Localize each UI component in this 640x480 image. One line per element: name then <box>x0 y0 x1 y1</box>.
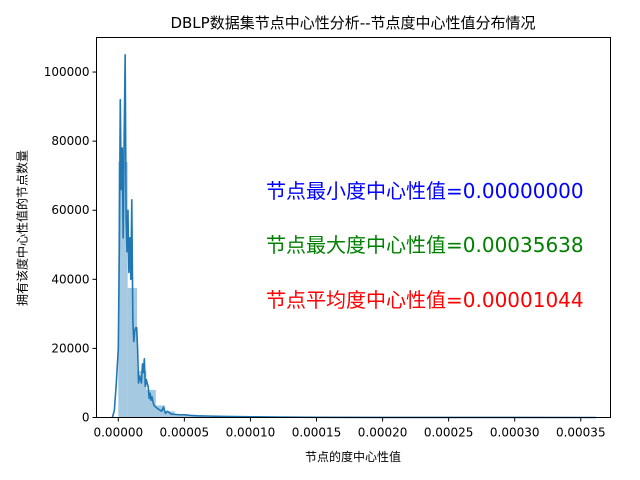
x-ticks: 0.00000 0.00005 0.00010 0.00015 0.00020 0.000… <box>93 417 606 440</box>
annotation-min: 节点最小度中心性值=0.00000000 <box>266 179 584 203</box>
y-tick-label: 20000 <box>51 341 89 355</box>
histogram-bar <box>118 161 128 418</box>
x-tick-label: 0.00015 <box>292 426 342 440</box>
annotation-max: 节点最大度中心性值=0.00035638 <box>266 233 584 257</box>
x-tick-label: 0.00020 <box>358 426 408 440</box>
y-axis-label: 拥有该度中心性值的节点数量 <box>15 149 30 307</box>
histogram-bar <box>174 414 184 418</box>
y-tick-label: 60000 <box>51 203 89 217</box>
y-tick-label: 100000 <box>44 65 90 79</box>
kde-line <box>111 53 596 419</box>
histogram-bar <box>165 411 175 418</box>
chart-title: DBLP数据集节点中心性分析--节点度中心性值分布情况 <box>170 14 536 32</box>
x-tick-label: 0.00035 <box>556 426 606 440</box>
x-tick-label: 0.00010 <box>226 426 276 440</box>
histogram-bar <box>146 389 156 418</box>
x-tick-label: 0.00000 <box>93 426 143 440</box>
x-tick-label: 0.00025 <box>424 426 474 440</box>
kde-layer <box>111 53 596 419</box>
y-tick-label: 0 <box>82 411 90 425</box>
histogram-bar <box>183 415 194 418</box>
x-axis-label: 节点的度中心性值 <box>304 450 401 464</box>
histogram-bar <box>137 370 147 418</box>
y-tick-label: 40000 <box>51 272 89 286</box>
histogram-bar <box>127 287 138 418</box>
histogram-bar <box>193 416 203 418</box>
annotation-mean: 节点平均度中心性值=0.00001044 <box>266 288 584 312</box>
x-tick-label: 0.00030 <box>490 426 540 440</box>
y-tick-label: 80000 <box>51 134 89 148</box>
y-ticks: 0 20000 40000 60000 80000 100000 <box>44 65 97 425</box>
x-tick-label: 0.00005 <box>160 426 210 440</box>
plot-frame <box>96 37 611 418</box>
